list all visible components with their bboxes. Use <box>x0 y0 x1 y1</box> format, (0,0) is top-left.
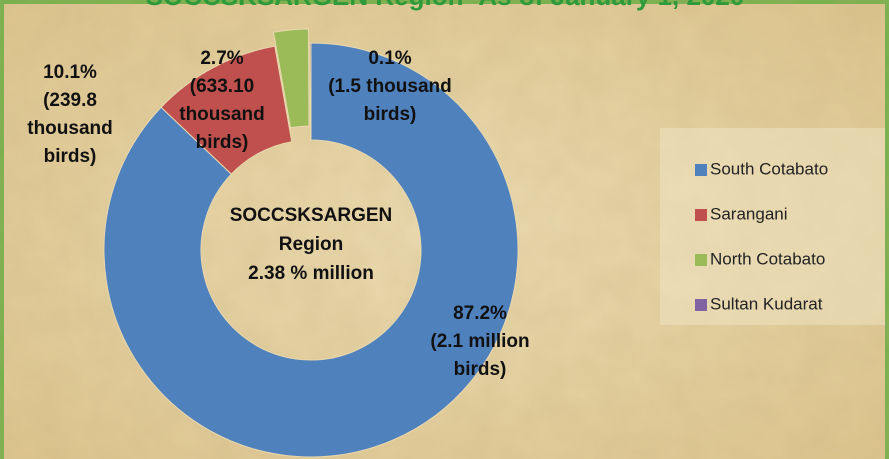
data-label: thousand <box>179 104 265 125</box>
legend-label: North Cotabato <box>710 249 825 268</box>
data-label: (633.10 <box>190 76 254 97</box>
legend-swatch <box>695 209 707 221</box>
legend-swatch <box>695 254 707 266</box>
data-label: (1.5 thousand <box>328 76 452 97</box>
data-label: (239.8 <box>43 90 97 111</box>
data-label: 2.7% <box>200 48 243 69</box>
data-label: birds) <box>454 359 507 380</box>
center-label: Region <box>279 234 343 255</box>
data-label: birds) <box>364 104 417 125</box>
legend-swatch <box>695 299 707 311</box>
legend-label: Sarangani <box>710 204 788 223</box>
data-label: 0.1% <box>368 48 411 69</box>
legend-label: Sultan Kudarat <box>710 294 823 313</box>
donut-segment <box>272 28 310 129</box>
data-label: birds) <box>44 146 97 167</box>
chart-title: SOCCSKSARGEN Region- As of January 1, 20… <box>146 0 745 11</box>
legend-label: South Cotabato <box>710 159 828 178</box>
donut-segment <box>309 42 312 141</box>
center-label: SOCCSKSARGEN <box>230 205 393 226</box>
data-label: 10.1% <box>43 62 97 83</box>
data-label: birds) <box>196 132 249 153</box>
legend-box <box>660 128 885 325</box>
legend-swatch <box>695 164 707 176</box>
data-label: 87.2% <box>453 303 507 324</box>
data-label: (2.1 million <box>430 331 529 352</box>
donut-segment <box>160 45 293 175</box>
center-label: 2.38 % million <box>248 263 374 284</box>
data-label: thousand <box>27 118 113 139</box>
donut-segment <box>103 42 519 458</box>
